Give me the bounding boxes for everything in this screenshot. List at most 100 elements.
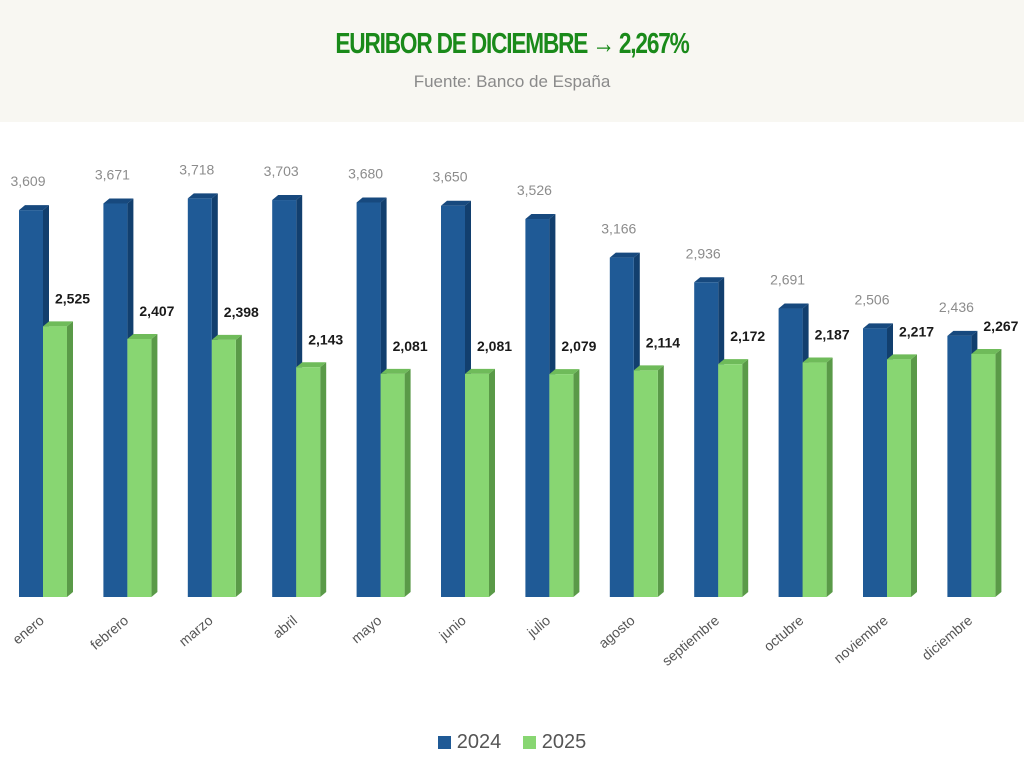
bar-2024-junio xyxy=(441,205,465,597)
bar-top xyxy=(947,330,978,336)
legend-label: 2025 xyxy=(541,731,587,753)
bar-top xyxy=(187,193,218,199)
axis-label-mayo: mayo xyxy=(348,612,385,646)
data-label-2024-mayo: 3,680 xyxy=(348,166,383,182)
bar-side xyxy=(742,359,749,597)
bar-2025-marzo xyxy=(211,339,236,597)
data-label-2025-marzo: 2,398 xyxy=(224,304,259,320)
data-label-2025-septiembre: 2,172 xyxy=(730,328,765,344)
data-label-2024-junio: 3,650 xyxy=(432,169,467,185)
data-label-2024-julio: 3,526 xyxy=(517,182,552,198)
bar-2024-enero xyxy=(19,210,43,597)
bar-2024-noviembre xyxy=(863,328,887,597)
bar-top xyxy=(887,354,917,360)
axis-label-abril: abril xyxy=(270,612,301,641)
axis-label-agosto: agosto xyxy=(595,612,638,651)
axis-label-enero: enero xyxy=(9,612,47,647)
bar-2025-diciembre xyxy=(971,353,996,597)
data-label-2025-agosto: 2,114 xyxy=(646,334,680,350)
data-label-2024-marzo: 3,718 xyxy=(179,161,214,177)
bar-side xyxy=(67,321,73,597)
header: EURIBOR DE DICIEMBRE → 2,267% Fuente: Ba… xyxy=(0,0,1024,122)
bar-side xyxy=(235,334,242,597)
data-label-2025-abril: 2,143 xyxy=(308,331,343,347)
bar-top xyxy=(356,197,387,203)
axis-label-septiembre: septiembre xyxy=(659,612,723,669)
bar-2024-octubre xyxy=(778,308,803,597)
bar-top xyxy=(802,357,833,363)
bar-2024-agosto xyxy=(609,257,634,597)
bar-top xyxy=(718,359,749,365)
axis-label-diciembre: diciembre xyxy=(919,612,976,663)
bar-top xyxy=(43,321,73,327)
bar-side xyxy=(151,333,158,597)
data-label-2024-enero: 3,609 xyxy=(10,173,45,189)
data-label-2024-abril: 3,703 xyxy=(264,163,299,179)
bar-2025-septiembre xyxy=(718,364,743,597)
bar-top xyxy=(971,348,1002,354)
bar-2024-mayo xyxy=(356,202,381,597)
bar-2025-febrero xyxy=(127,338,152,597)
bar-2025-octubre xyxy=(802,362,827,597)
bar-2025-abril xyxy=(296,367,321,597)
bar-side xyxy=(995,348,1002,597)
bar-2024-abril xyxy=(272,200,297,598)
legend-swatch xyxy=(522,736,536,749)
chart-title: EURIBOR DE DICIEMBRE → 2,267% xyxy=(335,28,689,60)
bar-2024-diciembre xyxy=(947,335,972,597)
bar-top xyxy=(19,205,49,211)
bar-2025-mayo xyxy=(380,373,405,597)
axis-label-julio: julio xyxy=(523,612,553,641)
bar-side xyxy=(911,354,917,597)
bar-top xyxy=(694,277,725,283)
bar-2025-enero xyxy=(43,326,67,597)
data-label-2025-enero: 2,525 xyxy=(55,290,90,306)
data-label-2025-octubre: 2,187 xyxy=(815,327,850,343)
bar-2024-marzo xyxy=(187,198,212,597)
axis-label-octubre: octubre xyxy=(760,612,806,654)
data-label-2024-agosto: 3,166 xyxy=(601,221,636,237)
bar-side xyxy=(489,368,495,597)
legend-label: 2024 xyxy=(456,731,502,753)
bar-top xyxy=(380,368,411,374)
data-label-2025-mayo: 2,081 xyxy=(393,338,428,354)
legend-item-2024: 2024 xyxy=(437,731,502,754)
data-label-2025-julio: 2,079 xyxy=(561,338,596,354)
bar-2025-julio xyxy=(549,374,574,597)
bar-2024-febrero xyxy=(103,203,128,597)
data-label-2024-diciembre: 2,436 xyxy=(939,299,974,315)
bar-2025-agosto xyxy=(633,370,658,597)
chart-subtitle: Fuente: Banco de España xyxy=(413,72,611,91)
legend-swatch xyxy=(437,736,451,749)
bar-side xyxy=(573,369,580,597)
bar-top xyxy=(525,214,556,220)
bar-side xyxy=(404,368,411,597)
axis-label-junio: junio xyxy=(435,612,469,644)
bar-top xyxy=(296,362,327,368)
data-label-2024-septiembre: 2,936 xyxy=(686,245,721,261)
data-label-2024-noviembre: 2,506 xyxy=(854,291,889,307)
bar-top xyxy=(609,252,640,258)
bar-2025-noviembre xyxy=(887,359,911,597)
bar-top xyxy=(103,198,134,204)
data-label-2025-junio: 2,081 xyxy=(477,338,512,354)
bar-side xyxy=(826,357,833,597)
bar-side xyxy=(657,365,664,597)
data-label-2025-febrero: 2,407 xyxy=(139,303,174,319)
data-label-2025-diciembre: 2,267 xyxy=(983,318,1018,334)
bar-top xyxy=(211,334,242,340)
bar-top xyxy=(272,195,303,201)
bar-top xyxy=(549,369,580,375)
data-label-2024-febrero: 3,671 xyxy=(95,166,130,182)
bar-2024-septiembre xyxy=(694,282,719,597)
bar-side xyxy=(320,362,327,597)
bar-top xyxy=(465,368,495,374)
data-label-2024-octubre: 2,691 xyxy=(770,272,805,288)
legend-item-2025: 2025 xyxy=(522,731,587,754)
data-label-2025-noviembre: 2,217 xyxy=(899,323,934,339)
axis-label-febrero: febrero xyxy=(87,612,131,653)
bar-2024-julio xyxy=(525,219,550,597)
legend: 2024 2025 xyxy=(0,731,1024,755)
bar-top xyxy=(127,333,158,339)
